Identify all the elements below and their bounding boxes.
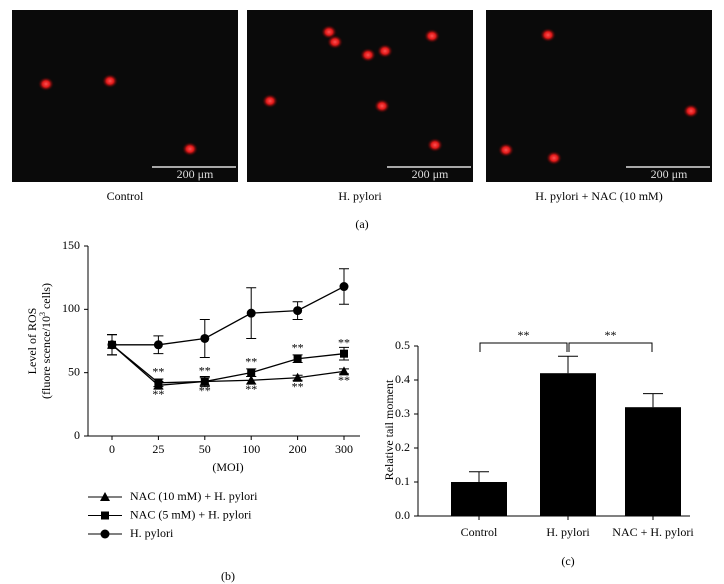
cell — [327, 35, 343, 49]
x-tick-label: 25 — [152, 442, 164, 456]
significance-label: ** — [338, 373, 350, 387]
y-tick-label: 0.4 — [395, 372, 410, 386]
scale-bar-label: 200 μm — [651, 167, 688, 181]
significance-label: ** — [292, 340, 304, 354]
cell — [102, 74, 118, 88]
y-tick-label: 150 — [62, 238, 80, 252]
cell — [377, 44, 393, 58]
significance-label: ** — [605, 328, 617, 342]
point — [340, 349, 348, 358]
x-axis-label: (MOI) — [212, 460, 243, 474]
significance-bracket — [479, 342, 568, 352]
cell — [38, 77, 54, 91]
y-tick-label: 0.2 — [395, 440, 410, 454]
cell — [546, 151, 562, 165]
legend-marker — [101, 511, 109, 520]
y-axis-label: Relative tail moment — [382, 379, 396, 480]
x-tick-label: Control — [461, 525, 498, 539]
cell — [424, 29, 440, 43]
error-bar — [643, 393, 663, 408]
cell — [498, 143, 514, 157]
x-tick-label: H. pylori — [546, 525, 590, 539]
significance-label: ** — [152, 365, 164, 379]
y-axis-label-part: (fluore scence/10 — [39, 316, 53, 399]
x-tick-label: 0 — [109, 442, 115, 456]
significance-label: ** — [152, 387, 164, 401]
series-line — [111, 344, 345, 387]
y-tick-label: 0.3 — [395, 406, 410, 420]
point — [153, 340, 163, 350]
y-tick-label: 100 — [62, 301, 80, 315]
y-tick-label: 0.0 — [395, 508, 410, 522]
x-tick-label: 300 — [335, 442, 353, 456]
caption: H. pylori — [338, 189, 382, 203]
point — [293, 306, 303, 316]
error-bar — [469, 471, 489, 482]
legend-marker — [100, 492, 110, 501]
significance-bracket — [568, 342, 653, 352]
y-tick-label: 50 — [68, 364, 80, 378]
micrograph — [486, 10, 712, 182]
point — [292, 372, 303, 382]
point — [200, 333, 210, 343]
micrograph — [12, 10, 238, 182]
x-tick-label: NAC + H. pylori — [612, 525, 694, 539]
significance-label: ** — [245, 382, 257, 396]
cell — [427, 138, 443, 152]
x-tick-label: 200 — [289, 442, 307, 456]
point — [339, 366, 349, 376]
point — [293, 354, 302, 363]
significance-label: ** — [292, 379, 304, 393]
y-axis-label: (fluore scence/103 cells) — [38, 283, 53, 399]
cell — [374, 99, 390, 113]
significance-label: ** — [518, 328, 530, 342]
panel-label: (b) — [221, 569, 235, 583]
scale-bar-label: 200 μm — [412, 167, 449, 181]
point — [154, 378, 163, 387]
panel-label: (c) — [561, 554, 574, 568]
point — [247, 368, 256, 377]
legend-label: NAC (10 mM) + H. pylori — [130, 489, 258, 503]
point — [246, 308, 256, 318]
bar — [625, 407, 681, 516]
significance-label: ** — [245, 354, 257, 368]
cell — [262, 94, 278, 108]
y-axis-label-part: cells) — [39, 283, 53, 312]
cell — [540, 28, 556, 42]
y-tick-label: 0.1 — [395, 474, 410, 488]
series-line — [112, 285, 345, 346]
y-axis-label: Level of ROS — [25, 308, 39, 375]
x-tick-label: 50 — [199, 442, 211, 456]
y-tick-label: 0.5 — [395, 338, 410, 352]
x-tick-label: 100 — [242, 442, 260, 456]
caption: H. pylori + NAC (10 mM) — [535, 189, 662, 203]
caption: Control — [107, 189, 144, 203]
point — [246, 375, 257, 385]
point — [200, 377, 209, 386]
scale-bar-label: 200 μm — [177, 167, 214, 181]
error-bar — [558, 355, 578, 374]
legend-label: NAC (5 mM) + H. pylori — [130, 507, 252, 521]
bar — [540, 373, 596, 516]
panel-label: (a) — [355, 217, 368, 231]
point — [339, 282, 349, 292]
cell — [360, 48, 376, 62]
legend-label: H. pylori — [130, 526, 174, 540]
y-tick-label: 0 — [74, 428, 80, 442]
significance-label: ** — [338, 335, 350, 349]
y-axis-label-part: 3 — [38, 312, 47, 316]
series-line — [111, 344, 345, 384]
significance-label: ** — [199, 363, 211, 377]
legend-marker — [100, 529, 110, 539]
cell — [683, 104, 699, 118]
bar — [451, 482, 507, 516]
point — [107, 340, 117, 350]
cell — [182, 142, 198, 156]
